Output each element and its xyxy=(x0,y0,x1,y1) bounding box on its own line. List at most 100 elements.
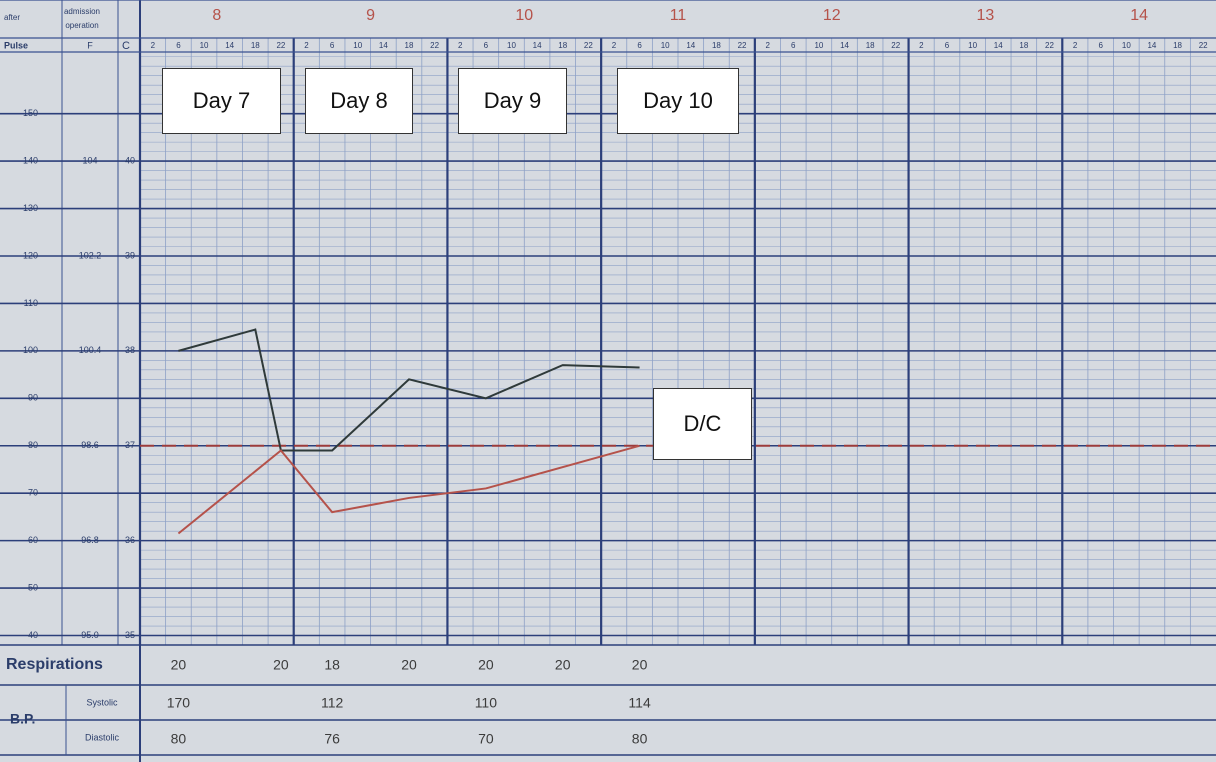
y-tick-label: 80 xyxy=(28,440,38,450)
f-tick-label: 102.2 xyxy=(79,250,102,260)
x-tick-label: 14 xyxy=(379,41,388,50)
c-tick-label: 40 xyxy=(125,155,135,165)
x-tick-label: 14 xyxy=(1147,41,1156,50)
systolic-value: 114 xyxy=(628,695,651,711)
x-tick-label: 18 xyxy=(558,41,567,50)
x-tick-label: 6 xyxy=(791,41,796,50)
x-tick-label: 18 xyxy=(405,41,414,50)
x-tick-label: 14 xyxy=(686,41,695,50)
x-tick-label: 6 xyxy=(1098,41,1103,50)
y-tick-label: 70 xyxy=(28,488,38,498)
x-tick-label: 14 xyxy=(533,41,542,50)
respiration-value: 20 xyxy=(555,657,571,673)
systolic-value: 112 xyxy=(321,695,344,711)
bp-label: B.P. xyxy=(10,711,35,727)
x-tick-label: 10 xyxy=(661,41,670,50)
header-admission: admission xyxy=(64,7,100,16)
x-tick-label: 18 xyxy=(1019,41,1028,50)
systolic-value: 170 xyxy=(167,695,191,711)
day-number: 11 xyxy=(670,7,687,24)
x-tick-label: 2 xyxy=(612,41,617,50)
f-tick-label: 95.0 xyxy=(81,630,99,640)
c-tick-label: 39 xyxy=(125,250,135,260)
x-tick-label: 2 xyxy=(1073,41,1078,50)
x-tick-label: 22 xyxy=(891,41,900,50)
day-number: 13 xyxy=(977,7,995,24)
f-tick-label: 104 xyxy=(82,155,97,165)
x-tick-label: 6 xyxy=(637,41,642,50)
day-number: 10 xyxy=(515,7,533,24)
respiration-value: 20 xyxy=(171,657,187,673)
y-tick-label: 90 xyxy=(28,393,38,403)
respiration-value: 20 xyxy=(401,657,417,673)
respirations-label: Respirations xyxy=(6,656,103,673)
annotation: D/C xyxy=(653,388,752,460)
y-tick-label: 110 xyxy=(24,298,38,308)
systolic-label: Systolic xyxy=(86,697,118,707)
respiration-value: 20 xyxy=(478,657,494,673)
x-tick-label: 22 xyxy=(276,41,285,50)
c-tick-label: 38 xyxy=(125,345,135,355)
diastolic-value: 80 xyxy=(632,731,648,747)
x-tick-label: 22 xyxy=(1045,41,1054,50)
x-tick-label: 6 xyxy=(176,41,181,50)
day-number: 14 xyxy=(1130,7,1148,24)
header-c: C xyxy=(122,40,130,52)
x-tick-label: 22 xyxy=(584,41,593,50)
y-tick-label: 150 xyxy=(23,108,38,118)
y-tick-label: 40 xyxy=(28,630,38,640)
day-number: 9 xyxy=(366,7,375,24)
respiration-value: 20 xyxy=(632,657,648,673)
x-tick-label: 18 xyxy=(1173,41,1182,50)
annotation: Day 8 xyxy=(305,68,413,134)
diastolic-value: 80 xyxy=(171,731,187,747)
x-tick-label: 14 xyxy=(840,41,849,50)
header-operation: operation xyxy=(65,21,98,30)
x-tick-label: 2 xyxy=(919,41,924,50)
diastolic-value: 76 xyxy=(324,731,340,747)
x-tick-label: 10 xyxy=(814,41,823,50)
y-tick-label: 60 xyxy=(28,535,38,545)
data-line xyxy=(178,446,639,534)
x-tick-label: 10 xyxy=(507,41,516,50)
day-number: 12 xyxy=(823,7,841,24)
y-tick-label: 100 xyxy=(23,345,38,355)
x-tick-label: 6 xyxy=(945,41,950,50)
respiration-value: 18 xyxy=(324,657,340,673)
x-tick-label: 10 xyxy=(353,41,362,50)
c-tick-label: 37 xyxy=(125,440,135,450)
y-tick-label: 130 xyxy=(23,203,38,213)
x-tick-label: 2 xyxy=(304,41,309,50)
vital-signs-chart: 2610141822261014182226101418222610141822… xyxy=(0,0,1216,762)
header-pulse: Pulse xyxy=(4,40,28,50)
header-f: F xyxy=(87,40,93,50)
x-tick-label: 6 xyxy=(484,41,489,50)
diastolic-value: 70 xyxy=(478,731,494,747)
annotation: Day 7 xyxy=(162,68,281,134)
systolic-value: 110 xyxy=(475,695,498,711)
y-tick-label: 120 xyxy=(23,250,38,260)
respiration-value: 20 xyxy=(273,657,289,673)
x-tick-label: 2 xyxy=(765,41,770,50)
x-tick-label: 18 xyxy=(866,41,875,50)
diastolic-label: Diastolic xyxy=(85,732,120,742)
x-tick-label: 22 xyxy=(738,41,747,50)
annotation: Day 9 xyxy=(458,68,567,134)
y-tick-label: 140 xyxy=(23,155,38,165)
y-tick-label: 50 xyxy=(28,582,38,592)
c-tick-label: 36 xyxy=(125,535,135,545)
x-tick-label: 22 xyxy=(1199,41,1208,50)
f-tick-label: 100.4 xyxy=(79,345,102,355)
c-tick-label: 35 xyxy=(125,630,135,640)
annotation: Day 10 xyxy=(617,68,739,134)
x-tick-label: 6 xyxy=(330,41,335,50)
x-tick-label: 18 xyxy=(712,41,721,50)
x-tick-label: 10 xyxy=(200,41,209,50)
x-tick-label: 2 xyxy=(458,41,463,50)
data-line xyxy=(178,330,639,451)
x-tick-label: 14 xyxy=(225,41,234,50)
x-tick-label: 22 xyxy=(430,41,439,50)
f-tick-label: 98.6 xyxy=(81,440,99,450)
header-after: after xyxy=(4,13,20,22)
day-number: 8 xyxy=(212,7,221,24)
